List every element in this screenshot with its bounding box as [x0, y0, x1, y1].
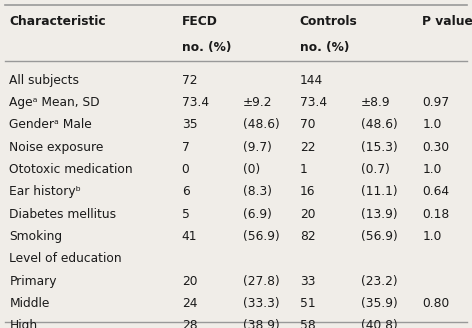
Text: Smoking: Smoking: [9, 230, 63, 243]
Text: Noise exposure: Noise exposure: [9, 141, 104, 154]
Text: 1.0: 1.0: [422, 118, 442, 132]
Text: 0.97: 0.97: [422, 96, 449, 109]
Text: (6.9): (6.9): [243, 208, 272, 221]
Text: (33.3): (33.3): [243, 297, 280, 310]
Text: (38.9): (38.9): [243, 319, 280, 328]
Text: Controls: Controls: [300, 15, 357, 28]
Text: (9.7): (9.7): [243, 141, 272, 154]
Text: ±8.9: ±8.9: [361, 96, 391, 109]
Text: All subjects: All subjects: [9, 74, 79, 87]
Text: 22: 22: [300, 141, 315, 154]
Text: 144: 144: [300, 74, 323, 87]
Text: 73.4: 73.4: [300, 96, 327, 109]
Text: 1.0: 1.0: [422, 230, 442, 243]
Text: 0.64: 0.64: [422, 185, 449, 198]
Text: 1: 1: [300, 163, 307, 176]
Text: (35.9): (35.9): [361, 297, 398, 310]
Text: 20: 20: [182, 275, 197, 288]
Text: 72: 72: [182, 74, 197, 87]
Text: Genderᵃ Male: Genderᵃ Male: [9, 118, 92, 132]
Text: (13.9): (13.9): [361, 208, 398, 221]
Text: (0.7): (0.7): [361, 163, 390, 176]
Text: (11.1): (11.1): [361, 185, 398, 198]
Text: (15.3): (15.3): [361, 141, 398, 154]
Text: 5: 5: [182, 208, 190, 221]
Text: 0.80: 0.80: [422, 297, 450, 310]
Text: 73.4: 73.4: [182, 96, 209, 109]
Text: 0.18: 0.18: [422, 208, 450, 221]
Text: (48.6): (48.6): [361, 118, 398, 132]
Text: 1.0: 1.0: [422, 163, 442, 176]
Text: 7: 7: [182, 141, 189, 154]
Text: (8.3): (8.3): [243, 185, 272, 198]
Text: 0: 0: [182, 163, 189, 176]
Text: Middle: Middle: [9, 297, 50, 310]
Text: no. (%): no. (%): [300, 41, 349, 54]
Text: Diabetes mellitus: Diabetes mellitus: [9, 208, 117, 221]
Text: 41: 41: [182, 230, 197, 243]
Text: 35: 35: [182, 118, 197, 132]
Text: FECD: FECD: [182, 15, 218, 28]
Text: Level of education: Level of education: [9, 252, 122, 265]
Text: Ageᵃ Mean, SD: Ageᵃ Mean, SD: [9, 96, 100, 109]
Text: Primary: Primary: [9, 275, 57, 288]
Text: 82: 82: [300, 230, 315, 243]
Text: 24: 24: [182, 297, 197, 310]
Text: no. (%): no. (%): [182, 41, 231, 54]
Text: 6: 6: [182, 185, 189, 198]
Text: 20: 20: [300, 208, 315, 221]
Text: 51: 51: [300, 297, 315, 310]
Text: ±9.2: ±9.2: [243, 96, 273, 109]
Text: (48.6): (48.6): [243, 118, 280, 132]
Text: P value: P value: [422, 15, 472, 28]
Text: 33: 33: [300, 275, 315, 288]
Text: 28: 28: [182, 319, 197, 328]
Text: (40.8): (40.8): [361, 319, 398, 328]
Text: (0): (0): [243, 163, 261, 176]
Text: 0.30: 0.30: [422, 141, 449, 154]
Text: 58: 58: [300, 319, 315, 328]
Text: (56.9): (56.9): [361, 230, 398, 243]
Text: (27.8): (27.8): [243, 275, 280, 288]
Text: Ototoxic medication: Ototoxic medication: [9, 163, 133, 176]
Text: High: High: [9, 319, 38, 328]
Text: (23.2): (23.2): [361, 275, 398, 288]
Text: 16: 16: [300, 185, 315, 198]
Text: Characteristic: Characteristic: [9, 15, 106, 28]
Text: Ear historyᵇ: Ear historyᵇ: [9, 185, 81, 198]
Text: (56.9): (56.9): [243, 230, 280, 243]
Text: 70: 70: [300, 118, 315, 132]
